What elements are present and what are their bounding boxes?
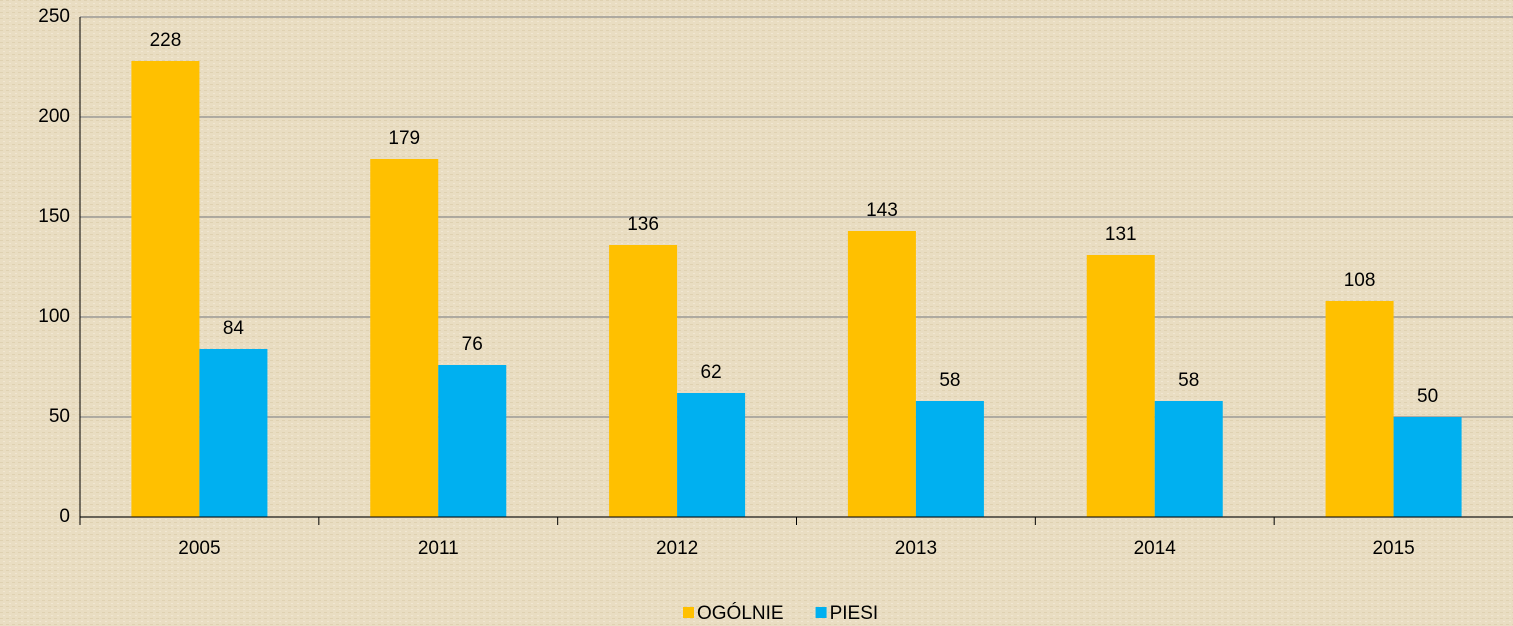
bar	[199, 349, 268, 517]
data-label: 62	[701, 362, 722, 383]
x-tick-label: 2005	[178, 538, 220, 559]
bar	[1154, 401, 1223, 517]
x-tick-label: 2013	[895, 538, 937, 559]
y-tick-label: 0	[59, 506, 70, 527]
y-tick-label: 200	[38, 106, 70, 127]
data-label: 84	[223, 318, 245, 339]
data-label: 136	[627, 214, 659, 235]
data-label: 58	[939, 370, 960, 391]
bar	[1325, 301, 1394, 517]
data-label: 108	[1344, 270, 1376, 291]
y-tick-label: 50	[49, 406, 70, 427]
y-tick-label: 150	[38, 206, 70, 227]
data-label: 131	[1105, 224, 1137, 245]
legend-label: PIESI	[830, 603, 879, 624]
bar	[1086, 255, 1155, 517]
data-label: 179	[388, 128, 420, 149]
x-tick-label: 2014	[1134, 538, 1177, 559]
y-tick-label: 250	[38, 6, 70, 27]
legend-label: OGÓLNIE	[697, 602, 784, 624]
x-tick-label: 2011	[418, 538, 459, 559]
bar	[370, 159, 439, 517]
bar	[915, 401, 984, 517]
bar	[847, 231, 916, 517]
legend-swatch	[815, 607, 827, 618]
y-tick-label: 100	[38, 306, 70, 327]
data-label: 76	[462, 334, 483, 355]
bar	[609, 245, 678, 517]
bar	[131, 61, 200, 517]
x-tick-label: 2015	[1372, 538, 1414, 559]
data-label: 50	[1417, 386, 1438, 407]
bar	[677, 393, 746, 517]
x-tick-label: 2012	[656, 538, 698, 559]
bar	[1393, 417, 1462, 517]
bar	[438, 365, 507, 517]
legend-swatch	[683, 607, 694, 618]
data-label: 58	[1178, 370, 1199, 391]
data-label: 143	[866, 200, 898, 221]
data-label: 228	[150, 30, 182, 51]
